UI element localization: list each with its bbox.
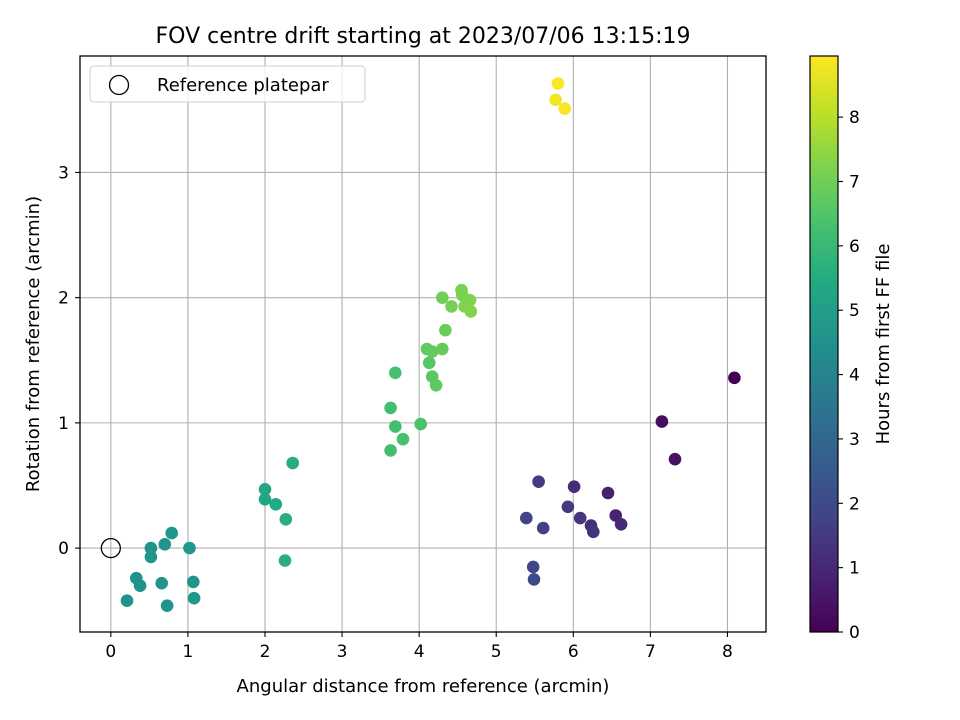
x-tick-label: 7	[645, 642, 656, 662]
y-tick-label: 1	[58, 414, 69, 434]
x-tick-label: 4	[414, 642, 425, 662]
data-point	[187, 591, 201, 605]
data-point	[464, 305, 478, 318]
plot-frame	[79, 55, 767, 633]
data-point	[396, 432, 410, 446]
colorbar-tick-label: 2	[849, 494, 860, 514]
data-point	[389, 366, 402, 380]
legend-reference-marker	[108, 74, 130, 96]
data-points	[120, 77, 741, 612]
data-point	[567, 480, 581, 494]
x-tick-label: 1	[182, 642, 193, 662]
data-point	[158, 538, 172, 551]
data-point	[258, 493, 272, 506]
colorbar-tick-label: 4	[849, 366, 860, 386]
colorbar-tick-label: 0	[849, 623, 860, 643]
x-tick-label: 5	[491, 642, 502, 662]
colorbar-label: Hours from first FF file	[873, 244, 894, 445]
grid-lines	[80, 56, 766, 632]
data-point	[463, 293, 477, 307]
colorbar-ticks: 0 1 2 3 4 5 6 7 8	[838, 108, 860, 643]
colorbar-tick-label: 6	[849, 237, 860, 257]
x-tick-label: 8	[722, 642, 733, 662]
data-point	[414, 417, 428, 431]
data-point	[144, 550, 158, 564]
data-point	[558, 102, 572, 115]
colorbar-tick-label: 3	[849, 430, 860, 450]
data-point	[425, 345, 439, 358]
data-point	[527, 573, 541, 586]
x-axis-ticks: 0 1 2 3 4 5 6 7 8	[105, 632, 733, 662]
data-point	[439, 323, 452, 337]
data-point	[429, 379, 443, 392]
data-point	[384, 401, 397, 415]
data-point	[551, 77, 565, 90]
colorbar-tick-label: 1	[849, 559, 860, 579]
y-tick-label: 3	[58, 163, 69, 183]
reference-point	[100, 537, 121, 559]
data-point	[728, 371, 741, 385]
data-point	[187, 575, 200, 589]
colorbar-gradient	[809, 55, 839, 633]
colorbar-tick-label: 8	[849, 108, 860, 128]
data-point	[165, 526, 178, 540]
colorbar: 0 1 2 3 4 5 6 7 8 Hours from first FF file	[809, 55, 894, 643]
data-point	[655, 415, 669, 428]
reference-marker	[100, 537, 121, 559]
y-tick-label: 0	[58, 539, 69, 559]
data-point	[278, 554, 292, 567]
y-tick-label: 2	[58, 289, 69, 309]
chart-title: FOV centre drift starting at 2023/07/06 …	[156, 24, 691, 49]
data-point	[436, 342, 449, 356]
data-point	[526, 560, 540, 574]
data-point	[269, 498, 283, 511]
data-point	[614, 518, 628, 531]
x-axis-label: Angular distance from reference (arcmin)	[237, 676, 610, 697]
data-point	[389, 420, 402, 433]
data-point	[183, 541, 196, 555]
x-tick-label: 2	[260, 642, 271, 662]
x-tick-label: 6	[568, 642, 579, 662]
data-point	[422, 356, 436, 370]
data-point	[668, 452, 682, 466]
data-point	[587, 525, 600, 539]
data-point	[549, 93, 562, 107]
y-axis-ticks: 0 1 2 3	[58, 163, 80, 559]
data-point	[286, 456, 300, 470]
data-point	[520, 511, 533, 525]
data-point	[436, 291, 449, 305]
data-point	[445, 300, 458, 313]
data-point	[573, 511, 587, 525]
data-point	[279, 513, 293, 526]
y-axis-label: Rotation from reference (arcmin)	[23, 196, 44, 492]
data-point	[258, 483, 272, 496]
legend-box	[89, 65, 366, 103]
data-point	[532, 475, 545, 489]
data-point	[144, 541, 158, 555]
x-tick-label: 0	[105, 642, 116, 662]
data-point	[160, 599, 174, 612]
data-point	[155, 576, 168, 590]
colorbar-tick-label: 7	[849, 172, 860, 192]
legend-entry-label: Reference platepar	[157, 75, 329, 96]
data-point	[601, 486, 615, 500]
x-tick-label: 3	[337, 642, 348, 662]
data-point	[133, 579, 147, 592]
data-point	[536, 521, 550, 535]
legend: Reference platepar	[89, 65, 366, 103]
colorbar-tick-label: 5	[849, 301, 860, 321]
data-point	[120, 594, 134, 607]
data-point	[384, 444, 397, 457]
data-point	[561, 500, 575, 514]
